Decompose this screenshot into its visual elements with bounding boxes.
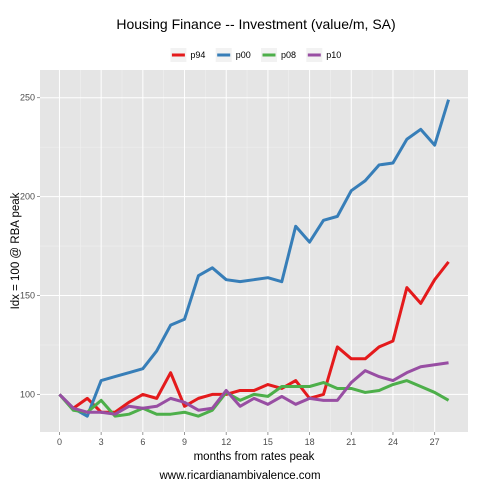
x-axis: 0 3 6 9 12 15 18 21 24 27 (57, 432, 440, 447)
legend: p94 p00 p08 p10 (170, 48, 341, 62)
x-tick-label: 21 (346, 437, 356, 447)
x-tick-label: 3 (99, 437, 104, 447)
plot-panel (40, 70, 468, 432)
legend-label: p10 (326, 50, 341, 60)
y-tick-label: 100 (20, 389, 35, 399)
series-line-p10 (58, 361, 449, 416)
legend-item-p10: p10 (306, 48, 341, 62)
legend-item-p94: p94 (170, 48, 205, 62)
x-tick-label: 24 (388, 437, 398, 447)
x-tick-label: 18 (305, 437, 315, 447)
x-tick-label: 0 (57, 437, 62, 447)
x-tick-label: 6 (140, 437, 145, 447)
source-caption: www.ricardianambivalence.com (158, 470, 320, 480)
y-axis-title: Idx = 100 @ RBA peak (10, 192, 22, 309)
chart-title: Housing Finance -- Investment (value/m, … (116, 16, 395, 32)
x-tick-label: 27 (430, 437, 440, 447)
y-tick-label: 250 (20, 93, 35, 103)
x-tick-label: 9 (182, 437, 187, 447)
grid-major (40, 70, 468, 432)
series-line-p08 (58, 379, 450, 418)
legend-label: p94 (190, 50, 205, 60)
series-line-p00 (58, 99, 450, 418)
y-tick-label: 150 (20, 291, 35, 301)
y-axis: 100 150 200 250 (20, 93, 40, 399)
x-tick-label: 15 (263, 437, 273, 447)
series-line-p94 (58, 260, 450, 414)
series-lines (58, 99, 450, 418)
y-tick-label: 200 (20, 192, 35, 202)
x-axis-title: months from rates peak (194, 451, 315, 463)
x-tick-label: 12 (221, 437, 231, 447)
legend-label: p00 (236, 50, 251, 60)
legend-item-p00: p00 (215, 48, 251, 62)
legend-label: p08 (281, 50, 296, 60)
legend-item-p08: p08 (261, 48, 296, 62)
